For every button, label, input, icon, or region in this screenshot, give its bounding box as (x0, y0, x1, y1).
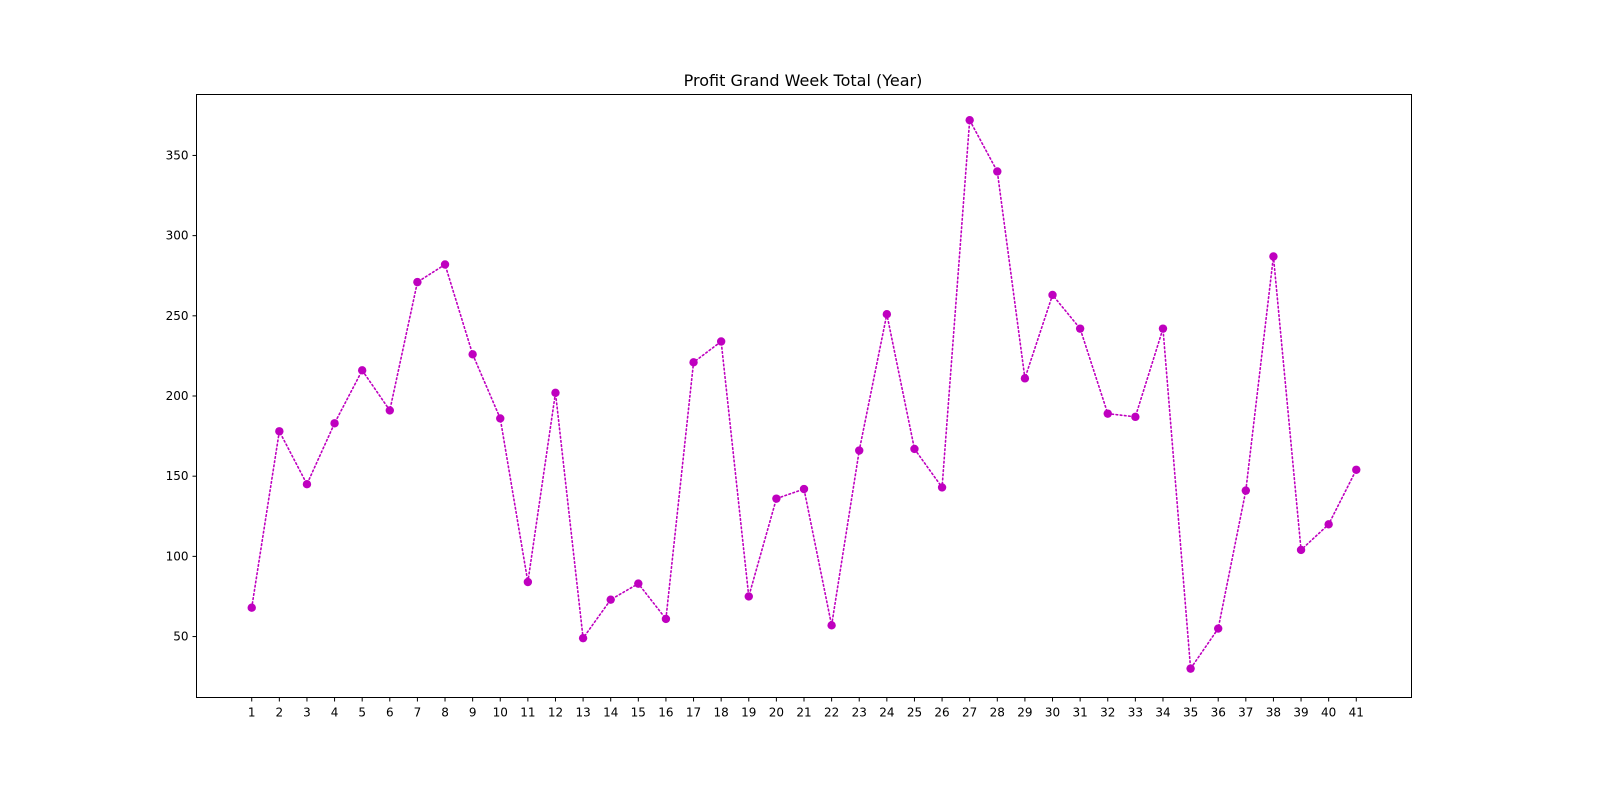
x-tick-label: 14 (603, 706, 618, 720)
data-point (1352, 465, 1361, 474)
x-tick-label: 28 (990, 706, 1005, 720)
data-point (468, 350, 477, 359)
x-tick-label: 41 (1349, 706, 1364, 720)
data-point (855, 446, 864, 455)
x-tick-label: 16 (658, 706, 673, 720)
x-tick-label: 19 (741, 706, 756, 720)
x-tick-label: 18 (714, 706, 729, 720)
x-tick-label: 11 (520, 706, 535, 720)
data-point (993, 167, 1002, 176)
data-point (413, 277, 422, 287)
x-tick-label: 4 (331, 706, 339, 720)
x-tick-label: 6 (386, 706, 394, 720)
axes-frame (196, 94, 1412, 698)
x-tick-label: 34 (1155, 706, 1170, 720)
x-tick-label: 30 (1045, 706, 1060, 720)
x-tick-label: 27 (962, 706, 977, 720)
x-tick-label: 39 (1293, 706, 1308, 720)
y-tick-label: 350 (166, 148, 189, 162)
data-point (606, 595, 615, 604)
data-point (799, 484, 809, 494)
x-tick-label: 22 (824, 706, 839, 720)
y-tick-label: 100 (166, 549, 189, 563)
x-tick-label: 7 (414, 706, 422, 720)
data-point (440, 260, 450, 269)
data-point (330, 419, 339, 428)
data-point (1296, 545, 1306, 555)
x-tick-label: 23 (852, 706, 867, 720)
data-point (1241, 486, 1251, 495)
data-point (689, 358, 698, 367)
data-point (1075, 324, 1085, 333)
data-point (523, 577, 533, 587)
x-tick-label: 15 (631, 706, 646, 720)
plot-area (247, 115, 1361, 673)
x-tick-label: 1 (248, 706, 256, 720)
data-point (1186, 664, 1195, 673)
x-tick-label: 20 (769, 706, 784, 720)
y-tick-label: 300 (166, 229, 189, 243)
data-point (1131, 412, 1140, 422)
data-point (1214, 624, 1223, 633)
series-line (250, 117, 1358, 671)
x-tick-label: 31 (1072, 706, 1087, 720)
x-tick-label: 32 (1100, 706, 1115, 720)
x-tick-label: 35 (1183, 706, 1198, 720)
data-point (910, 444, 919, 454)
x-tick-label: 13 (575, 706, 590, 720)
x-axis: 1 2 3 4 5 6 7 8 9 10 11 12 13 14 15 16 17 18 19 20 21 22 23 24 2… (248, 697, 1364, 720)
data-point (578, 633, 588, 643)
data-point (661, 614, 671, 624)
data-point (1158, 324, 1168, 333)
data-point (827, 621, 836, 630)
y-tick-label: 150 (166, 469, 189, 483)
x-tick-label: 3 (303, 706, 311, 720)
data-point (937, 483, 947, 492)
x-tick-label: 17 (686, 706, 701, 720)
data-point (275, 427, 284, 436)
data-point (1269, 252, 1278, 261)
x-tick-label: 21 (796, 706, 811, 720)
x-tick-label: 37 (1238, 706, 1253, 720)
y-tick-label: 200 (166, 389, 189, 403)
x-tick-label: 38 (1266, 706, 1281, 720)
x-tick-label: 10 (493, 706, 508, 720)
data-point (772, 494, 781, 503)
data-point (1020, 374, 1030, 383)
y-tick-label: 250 (166, 309, 189, 323)
x-tick-label: 5 (358, 706, 366, 720)
x-tick-label: 12 (548, 706, 563, 720)
data-point (496, 414, 505, 423)
y-axis: 50 100 150 200 250 300 350 (166, 148, 197, 644)
x-tick-label: 9 (469, 706, 477, 720)
data-point (1048, 290, 1057, 300)
data-point (965, 115, 974, 125)
x-tick-label: 25 (907, 706, 922, 720)
x-tick-label: 24 (879, 706, 894, 720)
x-tick-label: 40 (1321, 706, 1336, 720)
data-point (1103, 409, 1112, 418)
data-point (744, 592, 753, 601)
x-tick-label: 33 (1128, 706, 1143, 720)
data-point (357, 366, 367, 375)
x-tick-label: 8 (441, 706, 449, 720)
data-point (302, 480, 312, 489)
x-tick-label: 26 (934, 706, 949, 720)
y-tick-label: 50 (173, 630, 188, 644)
data-point (716, 337, 726, 346)
data-point (247, 603, 256, 612)
data-point (1324, 520, 1333, 529)
data-point (551, 388, 560, 397)
data-point (634, 579, 643, 588)
x-tick-label: 2 (276, 706, 284, 720)
chart-title: Profit Grand Week Total (Year) (684, 71, 923, 90)
data-point (385, 406, 394, 415)
x-tick-label: 36 (1211, 706, 1226, 720)
x-tick-label: 29 (1017, 706, 1032, 720)
data-point (882, 310, 892, 319)
